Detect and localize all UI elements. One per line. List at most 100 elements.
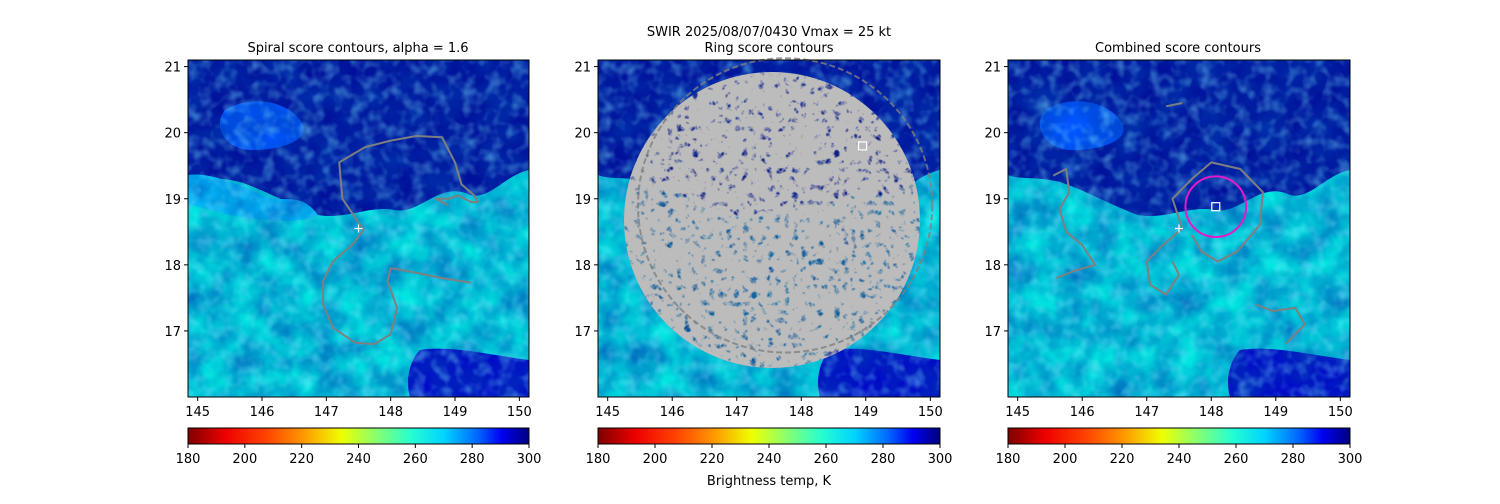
y-tick-label: 17 (984, 325, 1001, 340)
eye-circle (1184, 175, 1248, 239)
panel-title: Ring score contours (704, 41, 833, 56)
x-tick-label: 150 (507, 405, 532, 420)
colorbar-label: Brightness temp, K (707, 474, 832, 489)
x-tick-label: 150 (1328, 405, 1353, 420)
colorbar-tick-label: 280 (871, 452, 896, 467)
colorbar-tick-label: 220 (1110, 452, 1135, 467)
colorbar-gradient (1007, 427, 1351, 445)
colorbar-gradient (187, 427, 530, 445)
y-tick-label: 18 (574, 259, 591, 274)
y-tick-label: 19 (984, 193, 1001, 208)
colorbar-tick-label: 240 (346, 452, 371, 467)
y-tick-label: 19 (574, 193, 591, 208)
colorbar-tick-label: 300 (517, 452, 542, 467)
axes-frame (187, 59, 530, 398)
x-tick-label: 147 (314, 405, 339, 420)
x-tick-label: 147 (1134, 405, 1159, 420)
ring-contour-edge (637, 57, 934, 354)
y-tick-label: 18 (164, 259, 181, 274)
y-tick-label: 20 (574, 127, 591, 142)
x-tick-label: 148 (789, 405, 814, 420)
y-tick-label: 21 (574, 61, 591, 76)
colorbar-gradient (597, 427, 941, 445)
contour-layer (637, 57, 934, 354)
y-tick-label: 21 (984, 61, 1001, 76)
colorbar: 180 200 220 240 260 280 300 (176, 427, 542, 467)
x-tick-label: 147 (724, 405, 749, 420)
x-tick-label: 145 (185, 405, 210, 420)
colorbar-tick-label: 180 (176, 452, 201, 467)
x-axis: 145 146 147 148 149 150 (1005, 397, 1353, 420)
x-tick-label: 150 (918, 405, 943, 420)
colorbar-tick-label: 260 (403, 452, 428, 467)
x-tick-label: 146 (1070, 405, 1095, 420)
spiral-center-marker (1175, 224, 1183, 233)
colorbar-tick-label: 200 (232, 452, 257, 467)
colorbar: 180 200 220 240 260 280 300 (996, 427, 1363, 467)
ring-center-marker (1211, 202, 1221, 212)
colorbar-tick-label: 200 (643, 452, 668, 467)
axes-frame (597, 59, 941, 398)
contour-line (1256, 303, 1306, 345)
x-tick-label: 148 (378, 405, 403, 420)
contour-layer (1052, 102, 1306, 345)
contour-line (1165, 102, 1183, 108)
ring-texture (624, 72, 920, 368)
x-tick-label: 148 (1199, 405, 1224, 420)
colorbar-tick-label: 200 (1053, 452, 1078, 467)
x-tick-label: 146 (660, 405, 685, 420)
contour-line (322, 229, 472, 346)
panel-spiral: Spiral score contours, alpha = 1.6 145 14… (164, 41, 541, 467)
colorbar-tick-label: 260 (1224, 452, 1249, 467)
circle-layer (1184, 175, 1248, 239)
ring-contour-field (624, 72, 920, 368)
x-tick-label: 146 (250, 405, 275, 420)
x-tick-label: 149 (1263, 405, 1288, 420)
colorbar-tick-label: 260 (814, 452, 839, 467)
x-axis: 145 146 147 148 149 150 (595, 397, 943, 420)
y-tick-label: 17 (164, 325, 181, 340)
colorbar: 180 200 220 240 260 280 300 (586, 427, 953, 467)
y-tick-label: 17 (574, 325, 591, 340)
y-axis: 17 18 19 20 21 (164, 61, 188, 340)
contour-line (1171, 161, 1264, 263)
figure-suptitle: SWIR 2025/08/07/0430 Vmax = 25 kt (647, 25, 891, 40)
y-tick-label: 20 (984, 127, 1001, 142)
contour-line (1145, 227, 1183, 296)
colorbar-tick-label: 180 (586, 452, 611, 467)
colorbar-tick-label: 280 (460, 452, 485, 467)
colorbar-tick-label: 220 (289, 452, 314, 467)
colorbar-tick-label: 180 (996, 452, 1021, 467)
colorbar-tick-label: 240 (757, 452, 782, 467)
panel-title: Combined score contours (1095, 41, 1261, 56)
axes-frame (1007, 59, 1351, 398)
marker-layer (1175, 202, 1221, 233)
x-axis: 145 146 147 148 149 150 (185, 397, 532, 420)
contour-line (338, 135, 479, 231)
contour-layer (322, 135, 479, 346)
panel-combined: Combined score contours 145 146 147 148 149 1… (984, 41, 1362, 467)
marker-layer (354, 224, 363, 233)
x-tick-label: 145 (1005, 405, 1030, 420)
colorbar-tick-label: 220 (700, 452, 725, 467)
panel-ring: Ring score contours 145 146 147 148 149 150 1… (574, 41, 952, 489)
contour-line (1052, 168, 1097, 280)
x-tick-label: 149 (443, 405, 468, 420)
colorbar-tick-label: 280 (1281, 452, 1306, 467)
ring-center-marker (857, 141, 868, 151)
y-axis: 17 18 19 20 21 (984, 61, 1008, 340)
y-tick-label: 21 (164, 61, 181, 76)
y-tick-label: 19 (164, 193, 181, 208)
colorbar-tick-label: 300 (928, 452, 953, 467)
spiral-center-marker (354, 224, 363, 233)
y-tick-label: 20 (164, 127, 181, 142)
x-tick-label: 149 (853, 405, 878, 420)
colorbar-tick-label: 300 (1338, 452, 1363, 467)
colorbar-tick-label: 240 (1167, 452, 1192, 467)
y-tick-label: 18 (984, 259, 1001, 274)
y-axis: 17 18 19 20 21 (574, 61, 598, 340)
x-tick-label: 145 (595, 405, 620, 420)
panel-title: Spiral score contours, alpha = 1.6 (247, 41, 468, 56)
marker-layer (857, 141, 868, 151)
